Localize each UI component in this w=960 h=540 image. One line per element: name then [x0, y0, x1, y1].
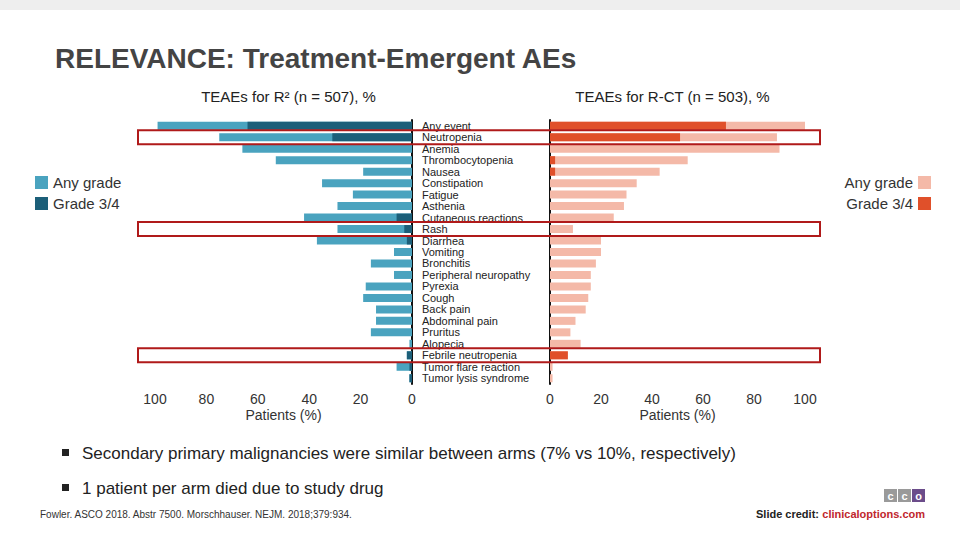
- svg-text:Slide credit:: Slide credit:: [756, 508, 819, 520]
- svg-text:Tumor flare reaction: Tumor flare reaction: [422, 360, 520, 373]
- svg-text:60: 60: [250, 391, 266, 407]
- svg-text:20: 20: [353, 391, 369, 407]
- svg-text:Pruritus: Pruritus: [422, 326, 460, 338]
- svg-text:Constipation: Constipation: [422, 177, 483, 189]
- svg-text:TEAEs for R-CT (n = 503), %: TEAEs for R-CT (n = 503), %: [575, 88, 769, 105]
- svg-text:100: 100: [143, 391, 167, 407]
- svg-text:Febrile neutropenia: Febrile neutropenia: [422, 349, 518, 361]
- svg-text:Abdominal pain: Abdominal pain: [422, 315, 498, 327]
- svg-text:Patients (%): Patients (%): [245, 407, 321, 423]
- svg-text:20: 20: [593, 391, 609, 407]
- svg-text:Back pain: Back pain: [422, 303, 470, 315]
- svg-text:40: 40: [301, 391, 317, 407]
- svg-text:Grade 3/4: Grade 3/4: [846, 195, 913, 212]
- svg-text:Cough: Cough: [422, 292, 454, 304]
- svg-text:0: 0: [546, 391, 554, 407]
- svg-text:Any event: Any event: [422, 119, 471, 132]
- svg-text:Alopecia: Alopecia: [422, 337, 465, 350]
- svg-text:Peripheral neuropathy: Peripheral neuropathy: [422, 269, 531, 281]
- svg-text:Secondary primary malignancies: Secondary primary malignancies were simi…: [82, 444, 736, 463]
- svg-text:Anemia: Anemia: [422, 142, 460, 155]
- svg-text:o: o: [915, 490, 922, 502]
- svg-text:100: 100: [793, 391, 817, 407]
- svg-text:Bronchitis: Bronchitis: [422, 257, 471, 269]
- svg-text:Any grade: Any grade: [53, 174, 121, 191]
- svg-text:Any grade: Any grade: [845, 174, 913, 191]
- svg-text:Pyrexia: Pyrexia: [422, 280, 460, 292]
- svg-text:RELEVANCE: Treatment-Emergent: RELEVANCE: Treatment-Emergent AEs: [55, 43, 576, 74]
- svg-text:Rash: Rash: [422, 223, 448, 235]
- svg-text:clinicaloptions.com: clinicaloptions.com: [822, 508, 925, 520]
- svg-text:Asthenia: Asthenia: [422, 200, 466, 212]
- svg-text:Fatigue: Fatigue: [422, 189, 459, 201]
- svg-text:60: 60: [695, 391, 711, 407]
- svg-text:Grade 3/4: Grade 3/4: [53, 195, 120, 212]
- svg-text:Vomiting: Vomiting: [422, 246, 464, 258]
- svg-text:Nausea: Nausea: [422, 166, 461, 178]
- svg-text:c: c: [887, 490, 893, 502]
- svg-text:c: c: [901, 490, 907, 502]
- svg-text:80: 80: [199, 391, 215, 407]
- svg-text:Patients (%): Patients (%): [639, 407, 715, 423]
- svg-text:Cutaneous reactions: Cutaneous reactions: [422, 211, 523, 224]
- svg-text:0: 0: [408, 391, 416, 407]
- svg-text:Fowler. ASCO 2018. Abstr 7500.: Fowler. ASCO 2018. Abstr 7500. Morschhau…: [40, 509, 352, 520]
- svg-text:Tumor lysis syndrome: Tumor lysis syndrome: [422, 372, 529, 384]
- svg-text:40: 40: [644, 391, 660, 407]
- svg-text:Diarrhea: Diarrhea: [422, 234, 465, 247]
- svg-text:80: 80: [746, 391, 762, 407]
- svg-text:Neutropenia: Neutropenia: [422, 131, 483, 143]
- svg-text:TEAEs for R² (n = 507), %: TEAEs for R² (n = 507), %: [201, 88, 376, 105]
- svg-text:Thrombocytopenia: Thrombocytopenia: [422, 154, 514, 166]
- svg-text:1 patient per arm died due to: 1 patient per arm died due to study drug: [82, 479, 383, 498]
